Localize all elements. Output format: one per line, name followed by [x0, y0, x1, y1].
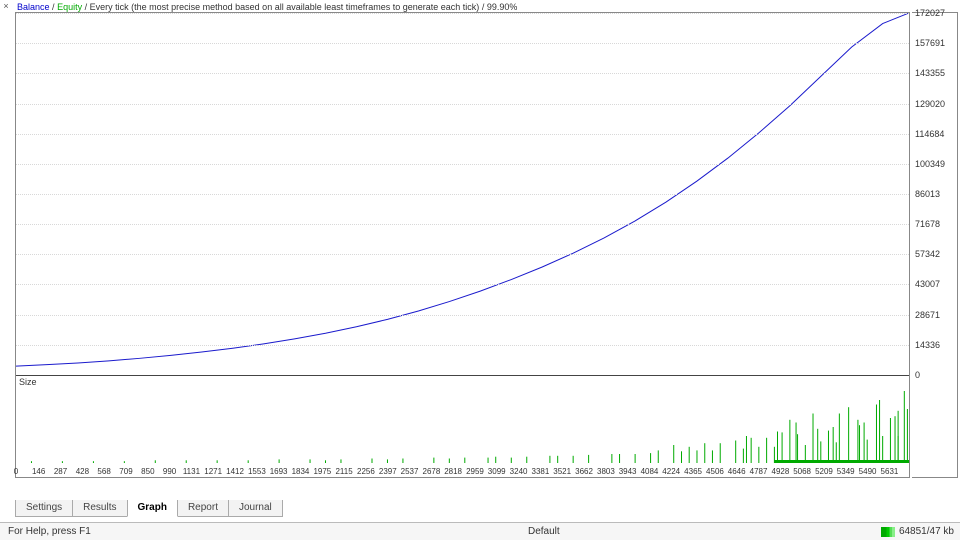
tab-report[interactable]: Report: [177, 500, 229, 517]
legend-desc: Every tick (the most precise method base…: [90, 2, 480, 12]
x-tick-label: 568: [97, 467, 110, 476]
x-tick-label: 3943: [619, 467, 637, 476]
y-tick-label: 28671: [915, 310, 940, 320]
x-tick-label: 1412: [226, 467, 244, 476]
gridline: [16, 284, 909, 285]
x-tick-label: 2537: [401, 467, 419, 476]
x-tick-label: 5068: [793, 467, 811, 476]
memory-icon: [881, 527, 895, 537]
x-tick-label: 1834: [292, 467, 310, 476]
x-tick-label: 4084: [641, 467, 659, 476]
x-tick-label: 3240: [510, 467, 528, 476]
x-tick-label: 428: [76, 467, 89, 476]
x-tick-label: 287: [54, 467, 67, 476]
chart-legend: Balance / Equity / Every tick (the most …: [17, 2, 517, 12]
gridline: [16, 104, 909, 105]
y-tick-label: 172027: [915, 8, 945, 18]
y-tick-label: 0: [915, 370, 920, 380]
status-profile: Default: [520, 526, 568, 537]
x-tick-label: 2818: [444, 467, 462, 476]
x-tick-label: 3521: [553, 467, 571, 476]
x-tick-label: 0: [14, 467, 18, 476]
y-tick-label: 157691: [915, 38, 945, 48]
tester-tabs: SettingsResultsGraphReportJournal: [15, 500, 282, 520]
x-tick-label: 1271: [204, 467, 222, 476]
x-tick-label: 1975: [313, 467, 331, 476]
status-bar: For Help, press F1 Default 64851/47 kb: [0, 522, 960, 540]
tab-journal[interactable]: Journal: [228, 500, 283, 517]
x-tick-label: 2397: [379, 467, 397, 476]
x-tick-label: 2115: [335, 467, 352, 476]
gridline: [16, 13, 909, 14]
x-tick-label: 3381: [532, 467, 550, 476]
gridline: [16, 315, 909, 316]
legend-equity: Equity: [57, 2, 82, 12]
x-tick-label: 2256: [357, 467, 375, 476]
x-tick-label: 146: [32, 467, 45, 476]
zero-line: [16, 375, 909, 376]
x-tick-label: 5349: [837, 467, 855, 476]
x-tick-label: 5209: [815, 467, 833, 476]
x-tick-label: 4365: [684, 467, 702, 476]
x-tick-label: 990: [163, 467, 176, 476]
y-axis: 0 14336 28671 43007 57342 71678 86013 100349 114…: [912, 12, 958, 478]
tab-graph[interactable]: Graph: [127, 500, 178, 517]
y-tick-label: 71678: [915, 219, 940, 229]
tab-settings[interactable]: Settings: [15, 500, 73, 517]
x-tick-label: 4646: [728, 467, 746, 476]
tab-results[interactable]: Results: [72, 500, 127, 517]
y-tick-label: 143355: [915, 68, 945, 78]
x-tick-label: 4928: [771, 467, 789, 476]
legend-quality: 99.90%: [487, 2, 518, 12]
legend-balance: Balance: [17, 2, 50, 12]
y-tick-label: 114684: [915, 129, 944, 139]
x-tick-label: 5490: [859, 467, 877, 476]
x-tick-label: 3662: [575, 467, 593, 476]
gridline: [16, 345, 909, 346]
x-axis-ticks: 0 146 287 428 568 709 850 990 1131 1271 1412 1553 16…: [16, 465, 909, 477]
size-label: Size: [19, 377, 37, 387]
x-tick-label: 709: [119, 467, 132, 476]
x-tick-label: 2959: [466, 467, 484, 476]
x-tick-label: 1553: [248, 467, 266, 476]
y-tick-label: 57342: [915, 249, 940, 259]
gridline: [16, 73, 909, 74]
y-tick-label: 129020: [915, 99, 945, 109]
gridline: [16, 254, 909, 255]
x-tick-label: 3803: [597, 467, 615, 476]
gridline: [16, 224, 909, 225]
gridline: [16, 134, 909, 135]
status-help: For Help, press F1: [0, 526, 99, 537]
y-tick-label: 86013: [915, 189, 940, 199]
y-tick-label: 43007: [915, 279, 940, 289]
gridline: [16, 194, 909, 195]
volume-bars-svg: [16, 373, 909, 463]
x-tick-label: 850: [141, 467, 154, 476]
tester-vertical-label: Tester: [0, 0, 14, 500]
x-tick-label: 4787: [750, 467, 768, 476]
x-tick-label: 2678: [422, 467, 440, 476]
equity-chart: Size 0 146 287 428 568 709 850 990 1131 1271 1412 1…: [15, 12, 910, 478]
gridline: [16, 164, 909, 165]
x-tick-label: 3099: [488, 467, 506, 476]
x-tick-label: 1693: [270, 467, 288, 476]
x-tick-label: 4506: [706, 467, 724, 476]
x-tick-label: 1131: [183, 467, 200, 476]
y-tick-label: 14336: [915, 340, 940, 350]
status-memory: 64851/47 kb: [899, 526, 954, 537]
x-tick-label: 4224: [662, 467, 680, 476]
y-tick-label: 100349: [915, 159, 945, 169]
gridline: [16, 43, 909, 44]
x-tick-label: 5631: [881, 467, 899, 476]
